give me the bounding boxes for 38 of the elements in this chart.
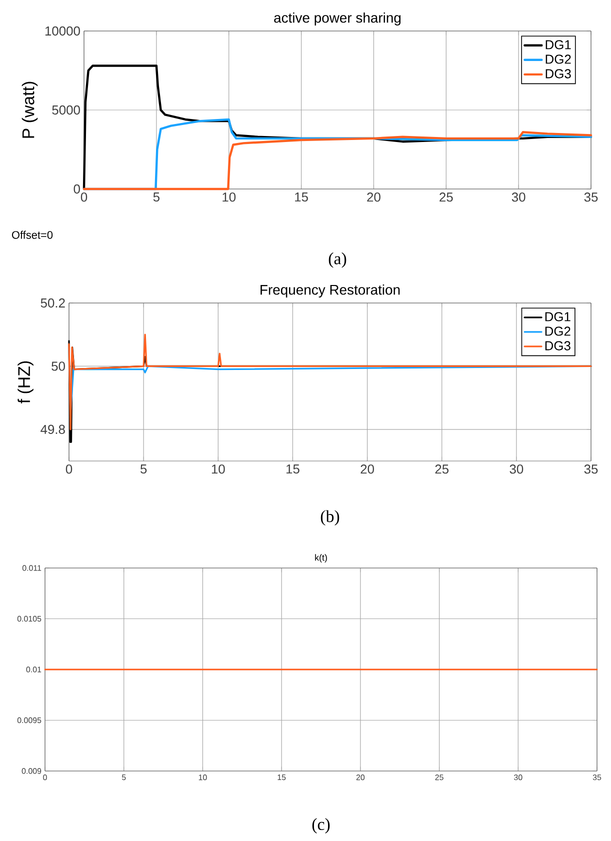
legend-label: DG3	[545, 341, 570, 350]
legend-label: DG1	[545, 312, 570, 322]
x-tick-label: 10	[222, 192, 236, 202]
line-series	[82, 131, 592, 190]
x-tick-label: 10	[212, 464, 225, 474]
text: (a)	[328, 252, 346, 268]
x-tick-label: 35	[584, 464, 598, 474]
x-tick-label: 25	[440, 192, 453, 202]
text: (c)	[312, 818, 330, 834]
chart-title: Frequency Restoration	[260, 284, 400, 298]
legend-label: DG2	[546, 54, 571, 64]
y-tick-label: 0	[74, 184, 80, 194]
y-tick-label: 50.2	[40, 298, 65, 308]
x-tick-label: 0	[66, 464, 72, 474]
text: (b)	[320, 510, 340, 526]
text: Offset=0	[12, 230, 53, 239]
x-tick-label: 25	[435, 464, 449, 474]
x-tick-label: 20	[367, 192, 380, 202]
x-tick-label: 20	[360, 464, 374, 474]
x-tick-label: 15	[295, 192, 308, 202]
legend-label: DG3	[546, 69, 571, 78]
x-tick-label: 30	[512, 192, 526, 202]
x-tick-label: 35	[584, 192, 598, 202]
y-axis-title: f (HZ)	[18, 361, 34, 404]
legend-label: DG1	[546, 40, 571, 50]
y-tick-label: 5000	[52, 105, 80, 115]
y-axis-title: P (watt)	[22, 82, 38, 138]
y-tick-label: 10000	[45, 26, 80, 36]
chart-title: active power sharing	[274, 12, 401, 26]
legend-label: DG2	[545, 326, 570, 336]
y-tick-label: 49.8	[40, 424, 65, 434]
x-tick-label: 30	[510, 464, 524, 474]
x-tick-label: 15	[286, 464, 300, 474]
x-tick-label: 5	[153, 192, 160, 202]
x-tick-label: 0	[80, 192, 88, 202]
y-tick-label: 50	[52, 362, 65, 371]
x-tick-label: 5	[140, 464, 147, 474]
chart-title: k(t)	[315, 554, 327, 563]
